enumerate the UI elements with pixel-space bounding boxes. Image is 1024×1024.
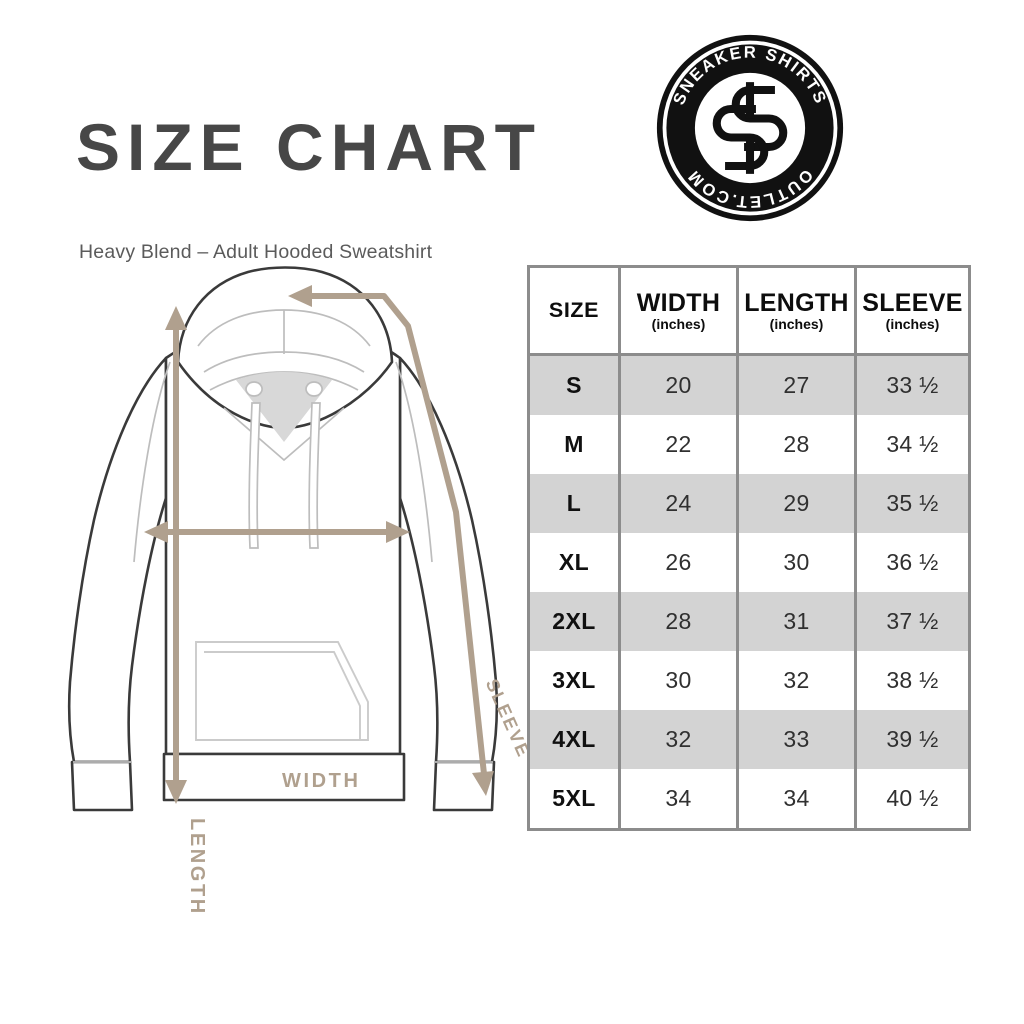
cell-sleeve: 36 ½ [857,533,968,592]
hoodie-drawstrings [245,381,323,549]
length-measure-label: LENGTH [186,818,208,916]
page-subtitle: Heavy Blend – Adult Hooded Sweatshirt [79,241,433,263]
cell-size: 3XL [530,651,621,710]
column-header-width: WIDTH (inches) [621,268,739,356]
cell-size: L [530,474,621,533]
cell-length: 33 [739,710,857,769]
cell-sleeve: 34 ½ [857,415,968,474]
column-header-size: SIZE [530,268,621,356]
cell-width: 30 [621,651,739,710]
cell-length: 32 [739,651,857,710]
cell-width: 26 [621,533,739,592]
cell-length: 27 [739,356,857,415]
cell-length: 28 [739,415,857,474]
table-row: M 22 28 34 ½ [530,415,968,474]
cell-width: 20 [621,356,739,415]
cell-size: S [530,356,621,415]
measurement-arrows [144,285,494,804]
table-row: XL 26 30 36 ½ [530,533,968,592]
column-header-sleeve: SLEEVE (inches) [857,268,968,356]
sleeve-arrow [288,285,494,796]
sneaker-shirts-outlet-logo: SNEAKER SHIRTS OUTLET.COM [655,33,845,223]
cell-size: 2XL [530,592,621,651]
hoodie-body-outline [67,266,499,812]
length-arrow [165,306,187,804]
cell-sleeve: 37 ½ [857,592,968,651]
table-row: 2XL 28 31 37 ½ [530,592,968,651]
cell-size: M [530,415,621,474]
cell-length: 29 [739,474,857,533]
column-header-width-unit: (inches) [651,315,706,332]
table-row: S 20 27 33 ½ [530,356,968,415]
hoodie-detail-lines [73,309,493,763]
cell-width: 28 [621,592,739,651]
cell-width: 32 [621,710,739,769]
cell-sleeve: 35 ½ [857,474,968,533]
width-measure-label: WIDTH [282,770,361,792]
table-row: 4XL 32 33 39 ½ [530,710,968,769]
table-row: 5XL 34 34 40 ½ [530,769,968,828]
table-row: 3XL 30 32 38 ½ [530,651,968,710]
cell-size: 4XL [530,710,621,769]
column-header-width-label: WIDTH [636,288,721,317]
cell-size: XL [530,533,621,592]
cell-size: 5XL [530,769,621,828]
cell-sleeve: 40 ½ [857,769,968,828]
column-header-size-label: SIZE [548,298,600,323]
cell-width: 34 [621,769,739,828]
cell-width: 22 [621,415,739,474]
cell-sleeve: 39 ½ [857,710,968,769]
column-header-length-unit: (inches) [769,315,824,332]
column-header-sleeve-label: SLEEVE [862,288,963,317]
size-table-container: SIZE WIDTH (inches) LENGTH (inches) SLEE… [527,265,971,831]
cell-length: 34 [739,769,857,828]
table-header-row: SIZE WIDTH (inches) LENGTH (inches) SLEE… [530,268,968,356]
cell-width: 24 [621,474,739,533]
size-table-header: SIZE WIDTH (inches) LENGTH (inches) SLEE… [530,268,968,356]
cell-sleeve: 33 ½ [857,356,968,415]
cell-length: 30 [739,533,857,592]
kangaroo-pocket [195,641,369,741]
cell-sleeve: 38 ½ [857,651,968,710]
column-header-sleeve-unit: (inches) [885,315,940,332]
cell-length: 31 [739,592,857,651]
column-header-length-label: LENGTH [744,288,849,317]
size-table: SIZE WIDTH (inches) LENGTH (inches) SLEE… [527,265,971,831]
table-row: L 24 29 35 ½ [530,474,968,533]
logo-ss-monogram [712,82,788,174]
page-title: SIZE CHART [76,110,542,184]
width-arrow [144,521,410,543]
size-table-body: S 20 27 33 ½ M 22 28 34 ½ L 24 29 35 ½ XL 26 30 36 ½ 2XL… [530,356,968,828]
column-header-length: LENGTH (inches) [739,268,857,356]
hooded-sweatshirt-diagram: WIDTH LENGTH SLEEVE [48,262,534,916]
